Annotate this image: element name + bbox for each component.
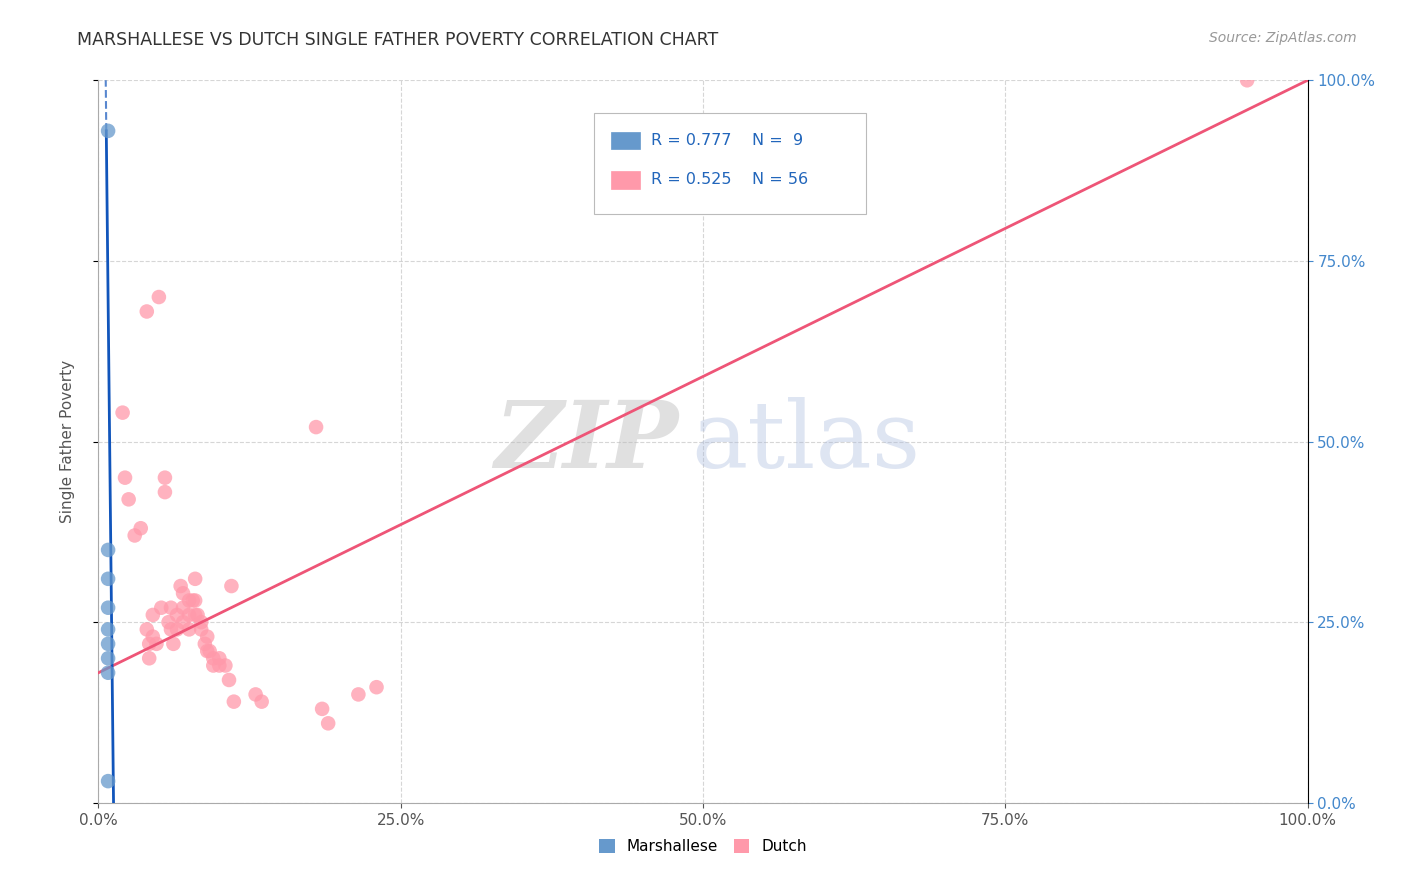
Point (184, 572, 207, 586)
Point (250, 695, 273, 709)
Point (97, 651, 120, 665)
Point (195, 630, 218, 644)
Text: R = 0.525    N = 56: R = 0.525 N = 56 (651, 172, 808, 187)
Point (166, 607, 188, 622)
Point (366, 680, 388, 694)
Text: ZIP: ZIP (495, 397, 679, 486)
Point (97, 637, 120, 651)
Point (97, 124, 120, 138)
FancyBboxPatch shape (595, 112, 866, 214)
Point (97, 665, 120, 680)
Point (157, 615, 180, 630)
Point (179, 593, 201, 607)
Point (214, 658, 236, 673)
Point (316, 716, 339, 731)
Point (172, 586, 194, 600)
Point (114, 470, 136, 484)
Point (222, 695, 245, 709)
Point (347, 687, 370, 701)
Point (97, 542, 120, 557)
Point (142, 630, 165, 644)
Point (311, 702, 333, 716)
Point (160, 600, 183, 615)
Point (153, 470, 176, 484)
Point (150, 600, 173, 615)
Text: MARSHALLESE VS DUTCH SINGLE FATHER POVERTY CORRELATION CHART: MARSHALLESE VS DUTCH SINGLE FATHER POVER… (77, 31, 718, 49)
Point (208, 651, 231, 665)
Point (202, 651, 225, 665)
Point (97, 774, 120, 789)
FancyBboxPatch shape (612, 171, 640, 189)
Point (129, 521, 152, 535)
Point (245, 687, 267, 701)
Point (190, 615, 212, 630)
Point (1236, 73, 1258, 87)
Legend: Marshallese, Dutch: Marshallese, Dutch (593, 833, 813, 860)
Point (111, 406, 134, 420)
Point (172, 600, 194, 615)
Point (138, 651, 160, 665)
FancyBboxPatch shape (612, 132, 640, 149)
Point (305, 420, 328, 434)
Point (135, 304, 157, 318)
Point (160, 623, 183, 637)
Point (179, 607, 201, 622)
Point (153, 485, 176, 500)
Point (166, 623, 188, 637)
Point (198, 644, 221, 658)
Point (195, 644, 218, 658)
Point (184, 593, 207, 607)
Point (218, 673, 240, 687)
Point (124, 528, 146, 542)
Point (190, 623, 212, 637)
Point (145, 637, 167, 651)
Point (118, 492, 141, 507)
Point (135, 623, 157, 637)
Point (142, 607, 165, 622)
Y-axis label: Single Father Poverty: Single Father Poverty (60, 360, 75, 523)
Point (162, 637, 184, 651)
Point (184, 607, 207, 622)
Text: atlas: atlas (690, 397, 920, 486)
Point (97, 572, 120, 586)
Point (138, 637, 160, 651)
Point (172, 615, 194, 630)
Point (179, 623, 201, 637)
Text: R = 0.777    N =  9: R = 0.777 N = 9 (651, 133, 803, 148)
Point (181, 593, 204, 607)
Point (202, 658, 225, 673)
Point (221, 579, 243, 593)
Point (97, 600, 120, 615)
Point (169, 579, 191, 593)
Point (194, 637, 217, 651)
Point (97, 623, 120, 637)
Text: Source: ZipAtlas.com: Source: ZipAtlas.com (1209, 31, 1357, 45)
Point (208, 658, 231, 673)
Point (187, 607, 209, 622)
Point (148, 290, 170, 304)
